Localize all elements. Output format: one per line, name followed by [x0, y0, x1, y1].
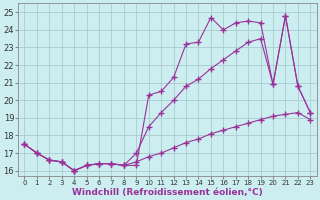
X-axis label: Windchill (Refroidissement éolien,°C): Windchill (Refroidissement éolien,°C): [72, 188, 263, 197]
